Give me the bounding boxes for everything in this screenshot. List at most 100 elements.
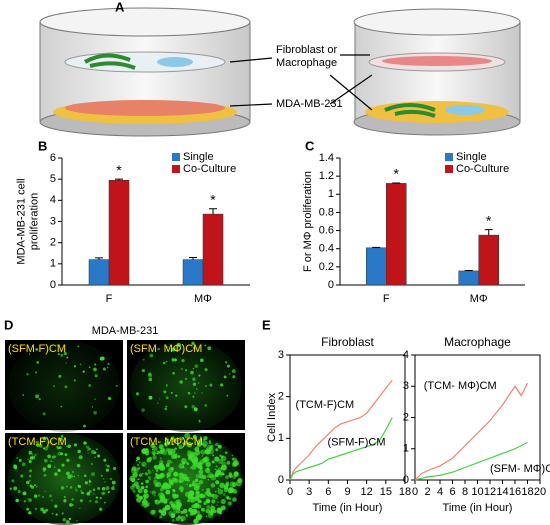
- cell: [176, 342, 181, 347]
- cell: [223, 485, 229, 490]
- cell: [186, 483, 188, 486]
- cell: [200, 449, 207, 455]
- cell: [82, 370, 85, 373]
- cell: [145, 479, 149, 484]
- cell: [194, 364, 199, 368]
- cell: [184, 432, 191, 439]
- cell: [225, 495, 230, 500]
- cell: [195, 482, 201, 488]
- cell: [220, 455, 224, 459]
- cell: [156, 469, 159, 472]
- y-tick-label: 0: [328, 279, 334, 291]
- cell: [159, 398, 161, 400]
- cell: [170, 348, 174, 352]
- x-tick-label: 0: [287, 486, 293, 498]
- cell: [214, 443, 217, 446]
- cell: [90, 450, 95, 454]
- cell: [21, 462, 26, 467]
- y-axis-label: Cell Index: [266, 393, 278, 442]
- cell: [180, 437, 184, 440]
- cell: [184, 468, 187, 470]
- cell: [59, 437, 63, 441]
- y-tick-label: 3: [278, 349, 284, 361]
- x-tick-label: 16: [509, 486, 521, 498]
- cell: [174, 358, 177, 362]
- cell: [193, 346, 196, 350]
- cell: [184, 491, 191, 497]
- cell: [194, 392, 196, 394]
- cell: [226, 394, 229, 397]
- cell: [230, 488, 235, 493]
- plot-frame: [414, 354, 541, 481]
- cell: [136, 494, 140, 498]
- cell: [210, 504, 213, 507]
- cell: [109, 477, 113, 481]
- cell: [166, 459, 172, 465]
- cell: [87, 449, 89, 451]
- cell: [204, 344, 207, 347]
- cell: [181, 368, 183, 370]
- cell: [15, 498, 19, 503]
- cell: [150, 509, 156, 515]
- cell: [228, 473, 233, 478]
- error-bar: [189, 256, 197, 260]
- cell: [99, 356, 104, 361]
- cell: [33, 494, 38, 498]
- cell: [192, 496, 194, 498]
- y-axis-label: proliferation: [28, 193, 40, 250]
- legend-swatch: [445, 165, 453, 173]
- series-label: (TCM-F)CM: [296, 399, 355, 411]
- cell: [160, 447, 165, 452]
- cell: [165, 405, 168, 408]
- cell: [164, 443, 168, 447]
- cell: [195, 473, 201, 479]
- cell: [151, 490, 156, 495]
- cell: [54, 472, 58, 476]
- cell: [47, 454, 51, 459]
- cell: [184, 405, 188, 409]
- cell: [216, 497, 218, 499]
- cell: [216, 469, 218, 471]
- cell: [28, 459, 32, 464]
- panel-label: D: [4, 317, 13, 332]
- cell: [92, 488, 96, 492]
- cell: [90, 462, 94, 466]
- cell: [76, 463, 81, 468]
- diagram-label: Fibroblast or: [276, 44, 337, 56]
- cell: [105, 486, 110, 491]
- cell: [166, 346, 169, 348]
- series-label: (SFM-F)CM: [328, 436, 386, 448]
- cell: [191, 404, 195, 409]
- cell: [115, 385, 118, 388]
- cell: [28, 353, 31, 355]
- cell: [164, 407, 168, 411]
- cell: [171, 504, 178, 511]
- cell: [43, 473, 47, 477]
- cell: [217, 487, 220, 490]
- cell: [147, 469, 150, 472]
- cell: [172, 489, 176, 493]
- cell: [198, 374, 201, 377]
- cell: [191, 452, 198, 459]
- cell: [168, 467, 174, 473]
- cell: [202, 438, 206, 441]
- cell: [28, 452, 31, 455]
- cell: [29, 456, 34, 460]
- legend-label: Single: [183, 151, 214, 163]
- cell: [141, 408, 145, 412]
- cell: [199, 441, 201, 443]
- cell: [104, 481, 106, 483]
- bar: [366, 247, 387, 286]
- cell: [140, 482, 144, 485]
- cell: [55, 513, 58, 516]
- cell: [22, 394, 24, 396]
- cell: [58, 374, 62, 378]
- x-axis-label: Time (in Hour): [443, 502, 513, 514]
- cell: [170, 436, 174, 440]
- cell: [141, 501, 146, 505]
- cell: [26, 480, 30, 485]
- cell: [88, 483, 91, 486]
- x-tick-label: 10: [471, 486, 483, 498]
- cell: [106, 366, 109, 369]
- cell: [29, 479, 31, 482]
